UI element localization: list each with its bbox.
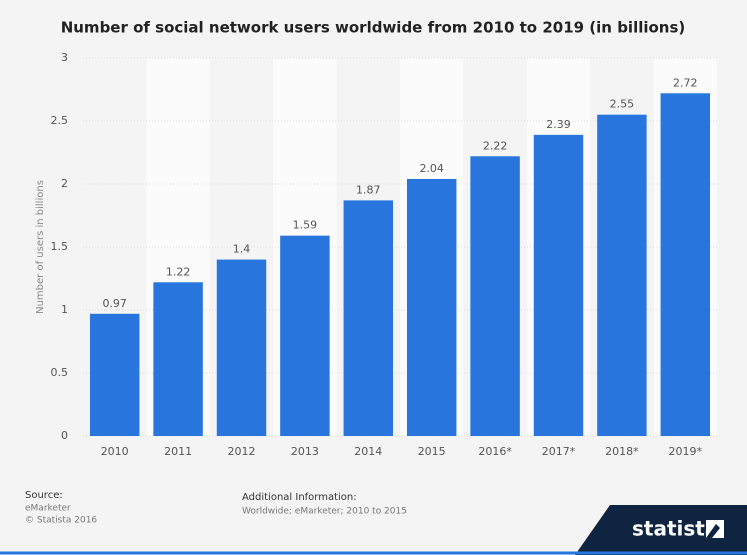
logo-text: statista [632, 517, 718, 541]
logo-icon-cut [706, 524, 720, 538]
value-label: 2.55 [610, 98, 635, 111]
y-tick-label: 2 [61, 177, 68, 190]
x-tick-label: 2014 [354, 445, 382, 458]
x-tick-label: 2016* [478, 445, 512, 458]
bar [343, 200, 394, 436]
y-tick-label: 1 [61, 303, 68, 316]
value-label: 1.87 [356, 183, 381, 196]
value-label: 2.22 [483, 139, 508, 152]
x-tick-label: 2019* [669, 445, 703, 458]
bar [406, 178, 457, 436]
source-label: Source: [25, 490, 63, 501]
y-axis-label: Number of users in billions [35, 180, 46, 314]
value-label: 1.22 [166, 265, 191, 278]
y-tick-label: 2.5 [51, 114, 69, 127]
bar [216, 259, 267, 436]
bar [89, 313, 140, 436]
bar [280, 235, 330, 436]
source-line: © Statista 2016 [25, 516, 97, 526]
x-tick-label: 2012 [228, 445, 256, 458]
x-tick-label: 2013 [291, 445, 319, 458]
bar [533, 134, 584, 437]
bar [660, 93, 711, 436]
x-tick-label: 2011 [164, 445, 192, 458]
y-tick-label: 1.5 [51, 240, 69, 253]
x-tick-label: 2015 [418, 445, 446, 458]
value-label: 1.59 [293, 219, 318, 232]
value-label: 2.72 [673, 76, 698, 89]
x-tick-label: 2017* [542, 445, 576, 458]
x-tick-label: 2010 [101, 445, 129, 458]
bar [470, 156, 520, 436]
chart-title: Number of social network users worldwide… [61, 19, 686, 37]
y-tick-label: 0.5 [51, 366, 69, 379]
bar [597, 114, 647, 436]
x-tick-label: 2018* [605, 445, 639, 458]
value-label: 2.04 [419, 162, 444, 175]
y-tick-label: 0 [61, 429, 68, 442]
value-label: 2.39 [546, 118, 571, 131]
y-tick-label: 3 [61, 51, 68, 64]
info-text: Worldwide; eMarketer; 2010 to 2015 [242, 507, 407, 517]
logo-background [575, 505, 747, 555]
source-line: eMarketer [25, 504, 71, 514]
info-label: Additional Information: [242, 492, 357, 503]
value-label: 1.4 [233, 243, 251, 256]
bar [153, 282, 203, 436]
value-label: 0.97 [102, 297, 127, 310]
